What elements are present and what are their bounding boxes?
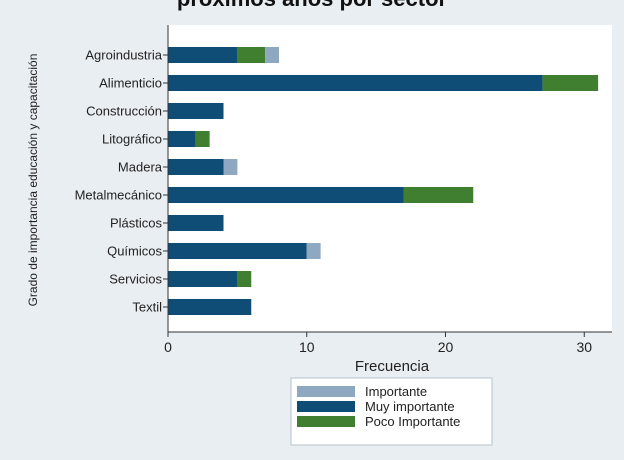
bars-layer [168,47,599,315]
y-tick-label: Químicos [107,244,162,259]
legend-label: Poco Importante [365,414,460,429]
legend-swatch [297,386,355,397]
y-tick-label: Construcción [86,104,162,119]
bar-segment [168,215,224,231]
y-tick-label: Metalmecánico [75,188,162,203]
bar-segment [168,271,238,287]
bar-segment [168,103,224,119]
x-tick-label: 20 [438,339,454,355]
bar-segment [168,47,238,63]
bar-segment [542,75,599,91]
chart-title: próximos años por sector [0,0,624,12]
y-tick-label: Litográfico [102,132,162,147]
bar-segment [237,271,252,287]
bar-segment [168,243,307,259]
legend-swatch [297,401,355,412]
x-tick-label: 30 [576,339,592,355]
ticks-layer: Agroindustria Alimenticio Construcción Lito… [75,48,593,356]
bar-segment [306,243,321,259]
bar-segment [168,75,543,91]
bar-segment [168,159,224,175]
y-tick-label: Agroindustria [85,48,162,63]
legend-label: Muy importante [365,399,455,414]
y-axis-label: Grado de importancia educación y capacit… [26,54,40,307]
bar-segment [168,187,404,203]
y-tick-label: Alimenticio [99,76,162,91]
bar-segment [265,47,279,63]
y-tick-label: Madera [118,160,163,175]
legend-label: Importante [365,384,427,399]
y-tick-label: Servicios [109,272,162,287]
legend-swatch [297,416,355,427]
y-tick-label: Textil [132,300,162,315]
axes-layer [167,25,612,333]
bar-segment [195,131,210,147]
bar-segment [168,131,196,147]
bar-segment [403,187,474,203]
x-tick-label: 0 [164,339,172,355]
x-tick-label: 10 [299,339,315,355]
bar-segment [223,159,238,175]
bar-segment [237,47,266,63]
bar-segment [168,299,252,315]
y-tick-label: Plásticos [110,216,163,231]
x-axis-label: Frecuencia [355,358,430,375]
